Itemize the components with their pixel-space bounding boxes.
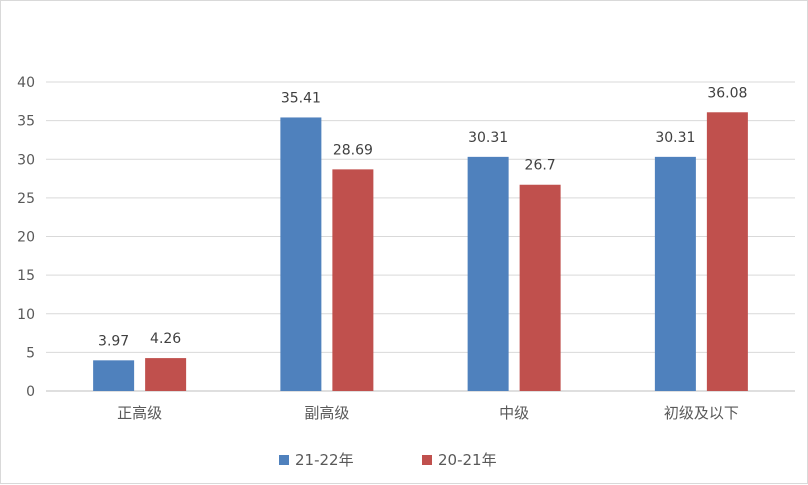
- bar: [280, 117, 322, 391]
- y-tick-label: 35: [17, 114, 35, 130]
- x-tick-label: 初级及以下: [664, 404, 739, 422]
- y-tick-label: 0: [26, 384, 35, 400]
- legend-swatch: [279, 455, 289, 465]
- x-tick-label: 副高级: [304, 404, 349, 422]
- y-tick-label: 5: [26, 345, 35, 361]
- data-label: 3.97: [98, 333, 129, 349]
- x-tick-label: 正高级: [117, 404, 162, 422]
- data-label: 30.31: [468, 130, 508, 146]
- y-tick-label: 40: [17, 75, 35, 91]
- y-tick-label: 30: [17, 152, 35, 168]
- y-tick-label: 15: [17, 268, 35, 284]
- bar: [519, 184, 561, 391]
- y-tick-label: 10: [17, 307, 35, 323]
- legend-swatch: [422, 455, 432, 465]
- data-label: 36.08: [707, 85, 747, 101]
- data-label: 28.69: [333, 142, 373, 158]
- bar: [145, 358, 187, 391]
- bar: [332, 169, 374, 391]
- data-label: 26.7: [525, 158, 556, 174]
- data-label: 35.41: [281, 90, 321, 106]
- y-tick-label: 20: [17, 230, 35, 246]
- bar: [467, 156, 509, 391]
- bar: [93, 360, 135, 391]
- bar: [654, 156, 696, 391]
- y-tick-label: 25: [17, 191, 35, 207]
- bar: [706, 112, 748, 392]
- data-label: 30.31: [655, 130, 695, 146]
- legend-label: 20-21年: [438, 451, 497, 469]
- x-tick-label: 中级: [499, 404, 529, 422]
- legend-label: 21-22年: [295, 451, 354, 469]
- data-label: 4.26: [150, 331, 181, 347]
